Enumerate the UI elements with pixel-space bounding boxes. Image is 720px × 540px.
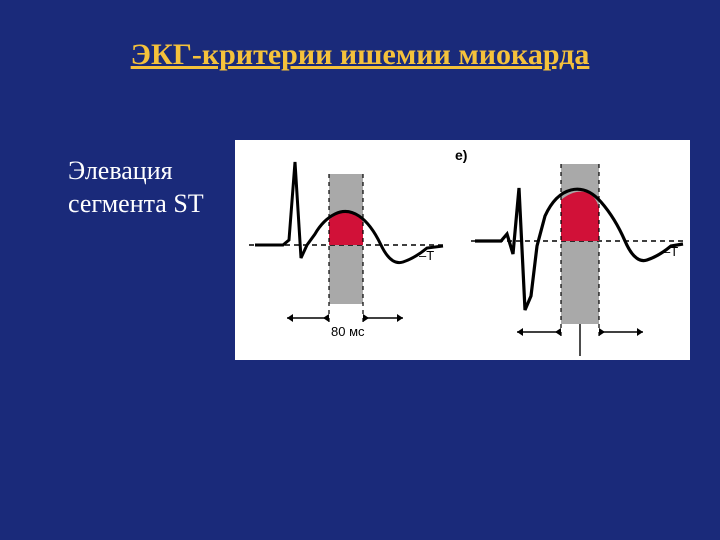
st-elevation-area <box>561 192 599 241</box>
t-wave-label: –T <box>419 248 434 263</box>
ecg-panel-right: –T <box>471 164 683 356</box>
arrow-left-icon <box>599 328 605 336</box>
arrow-tail-icon <box>637 328 643 336</box>
measure-label: 80 мс <box>331 324 365 339</box>
arrow-right-icon <box>555 328 561 336</box>
arrow-right-icon <box>323 314 329 322</box>
ecg-panel-left: –T 80 мс <box>249 162 443 339</box>
measure-arrows <box>517 324 643 356</box>
ecg-figure: e) –T 80 мс <box>235 140 690 360</box>
arrow-tail-icon <box>517 328 523 336</box>
measure-arrows <box>287 314 403 322</box>
panel-label: e) <box>455 147 467 163</box>
slide-title: ЭКГ-критерии ишемии миокарда <box>0 38 720 72</box>
arrow-left-icon <box>363 314 369 322</box>
arrow-tail-icon <box>397 314 403 322</box>
arrow-tail-icon <box>287 314 293 322</box>
slide-subtitle: Элевация сегмента SТ <box>68 155 204 220</box>
t-wave-label: –T <box>663 244 678 259</box>
